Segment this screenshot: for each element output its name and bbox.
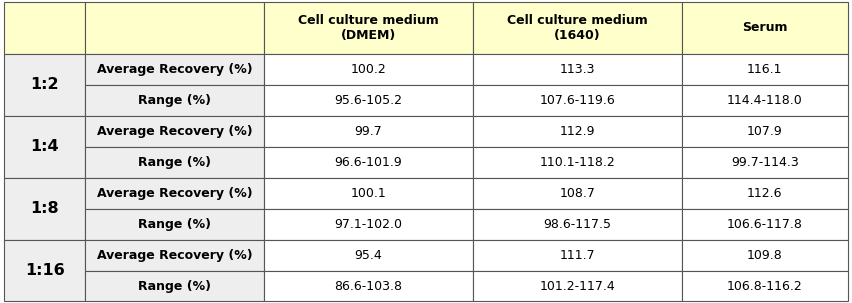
Text: 107.6-119.6: 107.6-119.6: [539, 94, 615, 107]
Bar: [85, 116, 264, 147]
Bar: [264, 2, 473, 54]
Text: 100.1: 100.1: [350, 187, 386, 200]
Bar: [85, 178, 264, 209]
Text: 109.8: 109.8: [747, 248, 783, 261]
Bar: [473, 209, 682, 240]
Bar: [4, 178, 85, 240]
Bar: [682, 178, 848, 209]
Bar: [473, 116, 682, 147]
Bar: [682, 85, 848, 116]
Text: 98.6-117.5: 98.6-117.5: [544, 218, 611, 231]
Text: 106.8-116.2: 106.8-116.2: [727, 280, 803, 292]
Bar: [473, 54, 682, 85]
Text: 95.4: 95.4: [354, 248, 382, 261]
Bar: [682, 2, 848, 54]
Bar: [682, 116, 848, 147]
Text: 112.6: 112.6: [747, 187, 782, 200]
Bar: [682, 147, 848, 178]
Text: 97.1-102.0: 97.1-102.0: [334, 218, 402, 231]
Text: Range (%): Range (%): [138, 94, 210, 107]
Bar: [682, 209, 848, 240]
Text: Average Recovery (%): Average Recovery (%): [96, 248, 252, 261]
Text: Range (%): Range (%): [138, 218, 210, 231]
Bar: [473, 85, 682, 116]
Bar: [4, 2, 85, 54]
Text: Average Recovery (%): Average Recovery (%): [96, 187, 252, 200]
Bar: [85, 209, 264, 240]
Text: Range (%): Range (%): [138, 156, 210, 169]
Text: 99.7: 99.7: [354, 125, 382, 138]
Bar: [473, 240, 682, 271]
Text: 95.6-105.2: 95.6-105.2: [334, 94, 402, 107]
Text: 86.6-103.8: 86.6-103.8: [334, 280, 402, 292]
Text: 100.2: 100.2: [350, 63, 386, 76]
Text: Average Recovery (%): Average Recovery (%): [96, 125, 252, 138]
Text: Range (%): Range (%): [138, 280, 210, 292]
Bar: [85, 85, 264, 116]
Bar: [264, 178, 473, 209]
Bar: [4, 240, 85, 301]
Bar: [264, 240, 473, 271]
Bar: [264, 147, 473, 178]
Text: Cell culture medium
(DMEM): Cell culture medium (DMEM): [298, 14, 439, 42]
Bar: [264, 85, 473, 116]
Text: 112.9: 112.9: [560, 125, 595, 138]
Text: 96.6-101.9: 96.6-101.9: [334, 156, 402, 169]
Bar: [4, 54, 85, 116]
Text: 106.6-117.8: 106.6-117.8: [727, 218, 803, 231]
Bar: [264, 271, 473, 301]
Bar: [264, 54, 473, 85]
Text: 1:4: 1:4: [31, 139, 59, 154]
Text: 101.2-117.4: 101.2-117.4: [539, 280, 615, 292]
Bar: [4, 116, 85, 178]
Text: 99.7-114.3: 99.7-114.3: [731, 156, 798, 169]
Text: 1:8: 1:8: [31, 201, 59, 216]
Text: Serum: Serum: [742, 21, 787, 34]
Bar: [682, 54, 848, 85]
Bar: [85, 271, 264, 301]
Bar: [682, 240, 848, 271]
Text: 110.1-118.2: 110.1-118.2: [539, 156, 615, 169]
Text: Average Recovery (%): Average Recovery (%): [96, 63, 252, 76]
Bar: [85, 2, 264, 54]
Bar: [473, 178, 682, 209]
Text: Cell culture medium
(1640): Cell culture medium (1640): [507, 14, 648, 42]
Text: 107.9: 107.9: [747, 125, 783, 138]
Text: 114.4-118.0: 114.4-118.0: [727, 94, 803, 107]
Bar: [473, 2, 682, 54]
Text: 113.3: 113.3: [560, 63, 595, 76]
Text: 116.1: 116.1: [747, 63, 782, 76]
Text: 108.7: 108.7: [560, 187, 596, 200]
Bar: [264, 209, 473, 240]
Text: 1:16: 1:16: [25, 263, 65, 278]
Bar: [85, 54, 264, 85]
Text: 111.7: 111.7: [560, 248, 595, 261]
Bar: [85, 240, 264, 271]
Bar: [473, 271, 682, 301]
Bar: [682, 271, 848, 301]
Bar: [473, 147, 682, 178]
Text: 1:2: 1:2: [31, 78, 59, 92]
Bar: [85, 147, 264, 178]
Bar: [264, 116, 473, 147]
